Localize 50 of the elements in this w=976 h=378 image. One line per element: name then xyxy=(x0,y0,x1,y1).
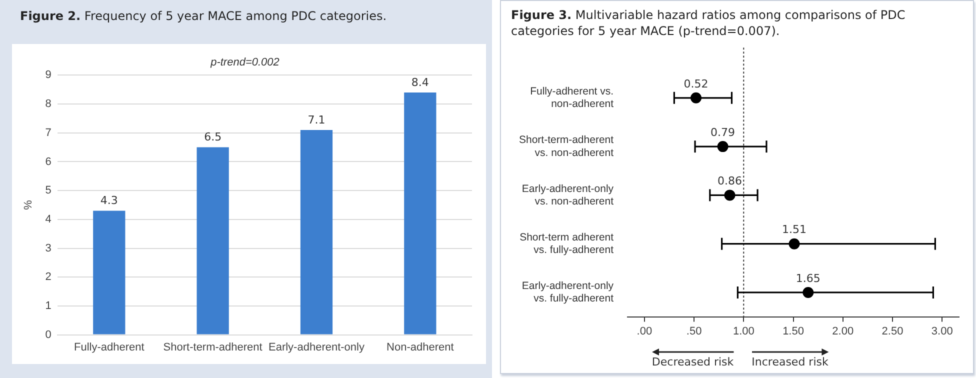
chart-subtitle: p-trend=0.002 xyxy=(210,56,280,69)
point xyxy=(717,141,728,152)
x-tick-label: 1.00 xyxy=(732,325,754,338)
data-label: 4.3 xyxy=(100,194,118,208)
y-tick-label: 8 xyxy=(45,98,52,110)
text: Decreased risk xyxy=(652,355,734,368)
text: Increased risk xyxy=(752,355,829,368)
y-tick-label: 4 xyxy=(45,213,52,226)
chart-title: Figure 2. Frequency of 5 year MACE among PDC categories. xyxy=(20,9,387,23)
x-tick-label: 1.50 xyxy=(782,325,804,338)
y-tick-label: 1 xyxy=(45,300,52,312)
y-tick-label: Early-adherent-only vs. non-adherent xyxy=(522,182,614,208)
bar xyxy=(300,130,333,334)
y-tick-label: 2 xyxy=(45,271,52,284)
bar xyxy=(196,147,229,334)
y-tick-label: 0 xyxy=(45,328,52,341)
x-tick-label: Non-adherent xyxy=(386,341,454,354)
x-tick-label: Short-term-adherent xyxy=(163,341,262,354)
data-label: 0.52 xyxy=(684,77,708,90)
y-tick-label: Short-term adherent vs. fully-adherent xyxy=(520,231,614,256)
y-tick-label: Short-term-adherent vs. non-adherent xyxy=(518,134,614,159)
data-label: 8.4 xyxy=(411,76,429,89)
point xyxy=(690,92,702,104)
data-label: 6.5 xyxy=(204,130,222,144)
x-tick-label: 2.50 xyxy=(882,325,904,338)
y-tick-label: 6 xyxy=(45,156,52,168)
y-tick-label: 5 xyxy=(45,184,52,197)
data-label: 1.51 xyxy=(782,223,807,236)
y-tick-label: 3 xyxy=(45,242,52,254)
x-tick-label: 2.00 xyxy=(832,325,854,338)
x-tick-label: 3.00 xyxy=(931,325,953,338)
y-tick-label: Early-adherent-only vs. fully-adherent xyxy=(522,280,614,305)
data-label: 1.65 xyxy=(796,272,820,285)
y-tick-label: 9 xyxy=(45,69,52,82)
point xyxy=(788,238,800,250)
x-tick-label: Early-adherent-only xyxy=(268,341,365,354)
x-tick-label: .50 xyxy=(686,325,702,338)
bar xyxy=(93,210,126,334)
x-tick-label: Fully-adherent xyxy=(74,341,144,354)
y-axis-title: % xyxy=(22,200,35,210)
y-tick-label: Fully-adherent vs. non-adherent xyxy=(530,86,614,110)
chart-title: Figure 3. Multivariable hazard ratios among comparisons of PDC categories for 5 year MACE (p-trend=0.007). xyxy=(511,8,906,38)
data-label: 0.79 xyxy=(710,126,736,139)
point xyxy=(802,286,814,298)
y-tick-label: 7 xyxy=(45,126,52,139)
point xyxy=(724,190,736,201)
data-label: 7.1 xyxy=(308,113,326,126)
x-tick-label: .00 xyxy=(636,325,652,338)
bar xyxy=(404,92,436,334)
data-label: 0.86 xyxy=(718,174,742,188)
